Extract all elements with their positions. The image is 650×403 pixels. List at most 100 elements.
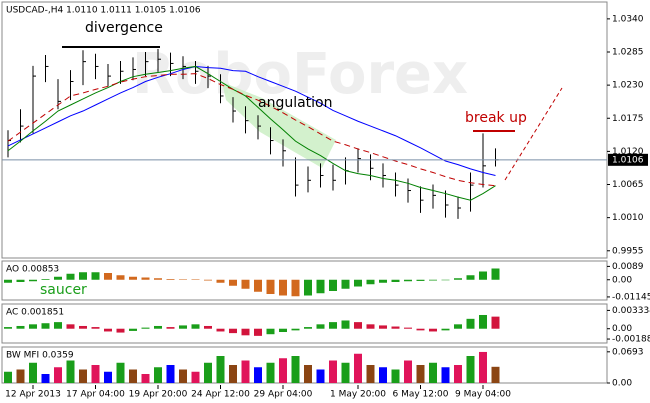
indicator-bar xyxy=(241,328,250,336)
indicator-bar xyxy=(366,324,375,329)
pane-title: BW MFI 0.0359 xyxy=(6,351,74,361)
pane-frame xyxy=(1,260,608,301)
indicator-bar xyxy=(316,324,325,329)
indicator-bar xyxy=(141,277,150,280)
indicator-bar xyxy=(204,325,212,329)
annotation: divergence xyxy=(85,20,163,36)
indicator-bar xyxy=(404,360,412,383)
x-tick-label: 9 May 04:00 xyxy=(455,390,511,400)
indicator-bar xyxy=(166,327,175,329)
indicator-bar xyxy=(54,367,62,383)
indicator-bar xyxy=(41,374,50,383)
indicator-bar xyxy=(279,279,287,296)
angulation-zone xyxy=(222,82,336,168)
indicator-bar xyxy=(104,328,112,332)
indicator-bar xyxy=(479,314,487,329)
indicator-bar xyxy=(391,279,400,282)
indicator-bar xyxy=(41,279,50,280)
indicator-bar xyxy=(491,366,500,383)
indicator-bar xyxy=(66,324,75,329)
watermark: RoboForex xyxy=(132,42,468,107)
indicator-bar xyxy=(454,365,462,383)
indicator-bar xyxy=(79,369,87,383)
indicator-bar xyxy=(329,322,337,329)
y-tick-label: 0.00 xyxy=(612,275,632,285)
indicator-bar xyxy=(216,356,225,383)
last-price-box xyxy=(608,153,648,166)
indicator-bar xyxy=(391,369,400,383)
indicator-bar xyxy=(204,279,212,281)
indicator-bar xyxy=(341,279,350,289)
pane-title: AC 0.001851 xyxy=(6,308,64,318)
indicator-bar xyxy=(341,320,350,329)
indicator-bar xyxy=(141,374,150,383)
pane-frame xyxy=(1,303,608,344)
x-tick-label: 17 Apr 04:00 xyxy=(66,390,125,400)
indicator-bar xyxy=(229,328,237,334)
indicator-bar xyxy=(229,365,237,383)
indicator-bar xyxy=(179,325,187,329)
indicator-bar xyxy=(166,365,175,383)
indicator-bar xyxy=(441,367,450,383)
indicator-bar xyxy=(454,324,462,329)
indicator-bar xyxy=(16,279,25,282)
indicator-bar xyxy=(466,356,475,383)
indicator-bar xyxy=(4,327,12,329)
y-tick-label: 0.003334 xyxy=(612,306,650,316)
indicator-bar xyxy=(466,275,475,280)
indicator-bar xyxy=(229,279,237,286)
indicator-bar xyxy=(366,279,375,285)
y-tick-label: -0.01145 xyxy=(612,292,650,302)
x-tick-label: 29 Apr 04:00 xyxy=(254,390,313,400)
indicator-bar xyxy=(129,328,137,331)
indicator-bar xyxy=(191,324,200,329)
y-tick-label: 1.0340 xyxy=(612,14,644,24)
annotation: saucer xyxy=(40,282,87,298)
indicator-bar xyxy=(91,365,100,383)
indicator-bar xyxy=(54,322,62,329)
pane-frame xyxy=(1,1,608,259)
y-tick-label: 1.0285 xyxy=(612,47,644,57)
indicator-bar xyxy=(191,279,200,280)
indicator-bar xyxy=(316,369,325,383)
annotation: break up xyxy=(465,110,527,126)
indicator-bar xyxy=(266,279,275,294)
indicator-bar xyxy=(129,369,137,383)
indicator-bar xyxy=(29,279,37,282)
indicator-bar xyxy=(266,328,275,335)
indicator-bar xyxy=(304,327,312,329)
indicator-bar xyxy=(204,362,212,383)
indicator-bar xyxy=(104,273,112,280)
x-tick-label: 6 May 12:00 xyxy=(393,390,449,400)
x-tick-label: 19 Apr 20:00 xyxy=(129,390,188,400)
indicator-bar xyxy=(379,279,387,283)
indicator-bar xyxy=(379,325,387,329)
indicator-bar xyxy=(116,275,125,280)
y-tick-label: 0.00 xyxy=(612,379,632,389)
y-tick-label: 0.00 xyxy=(612,324,632,334)
last-price-label: 1.0106 xyxy=(612,155,644,165)
indicator-bar xyxy=(391,326,400,329)
indicator-bar xyxy=(104,371,112,383)
indicator-bar xyxy=(191,371,200,383)
indicator-bar xyxy=(291,356,300,383)
indicator-bar xyxy=(79,325,87,329)
x-tick-label: 24 Apr 12:00 xyxy=(191,390,250,400)
indicator-bar xyxy=(304,279,312,296)
indicator-bar xyxy=(241,360,250,383)
x-tick-label: 12 Apr 2013 xyxy=(5,390,61,400)
indicator-bar xyxy=(29,324,37,329)
indicator-bar xyxy=(216,328,225,332)
indicator-bar xyxy=(266,362,275,383)
indicator-bar xyxy=(66,360,75,383)
indicator-bar xyxy=(154,325,162,329)
indicator-bar xyxy=(254,279,262,292)
indicator-bar xyxy=(254,328,262,336)
indicator-bar xyxy=(379,367,387,383)
indicator-bar xyxy=(279,358,287,383)
indicator-bar xyxy=(91,272,100,280)
indicator-bar xyxy=(4,371,12,383)
indicator-bar xyxy=(479,271,487,280)
indicator-bar xyxy=(41,323,50,329)
indicator-bar xyxy=(29,362,37,383)
